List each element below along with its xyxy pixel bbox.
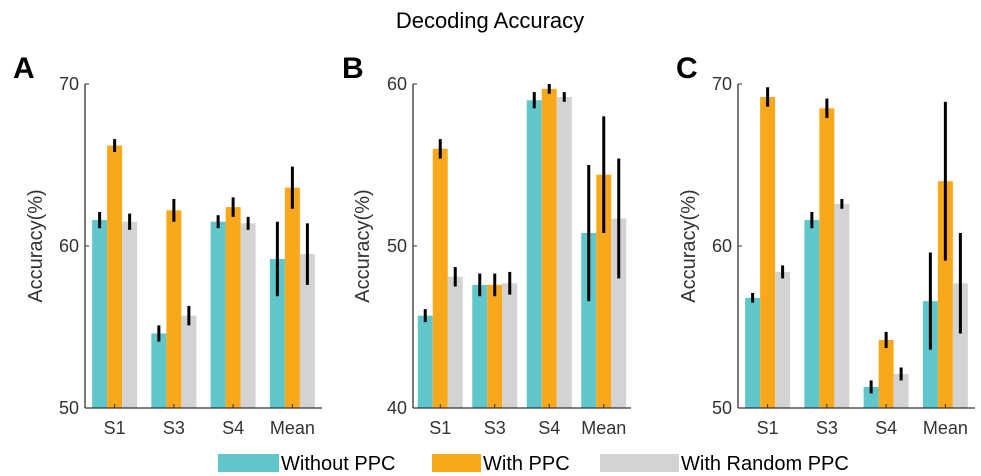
bar-s1-with-random-ppc	[447, 276, 463, 408]
bar-s4-with-ppc	[541, 88, 557, 409]
bar-s4-without-ppc	[210, 221, 226, 408]
y-tick-label: 60	[59, 236, 79, 256]
bar-s1-without-ppc	[745, 297, 761, 408]
bar-mean-without-ppc	[922, 301, 938, 408]
panel-a: A Accuracy(%) S1 S3 S4 Mean 50 60 70	[13, 52, 322, 438]
bar-s3-with-random-ppc	[502, 283, 518, 408]
bar-s1-with-ppc	[760, 96, 776, 409]
bar-s3-with-ppc	[819, 108, 835, 409]
bar-mean-with-ppc	[937, 181, 953, 408]
y-tick-label: 70	[712, 74, 732, 94]
bar-s1-with-ppc	[107, 145, 123, 408]
x-tick-label: S1	[757, 418, 779, 438]
legend-label-with-ppc: With PPC	[483, 453, 570, 475]
y-tick-label: 60	[387, 74, 407, 94]
bar-s4-with-random-ppc	[240, 223, 256, 408]
bar-s4-with-random-ppc	[893, 373, 909, 408]
bar-s3-without-ppc	[472, 284, 488, 408]
y-axis-label: Accuracy(%)	[352, 189, 374, 302]
x-tick-label: Mean	[270, 418, 315, 438]
y-tick-label: 60	[712, 236, 732, 256]
x-tick-label: S4	[222, 418, 244, 438]
bar-mean-without-ppc	[269, 258, 285, 408]
legend-swatch-with-ppc	[432, 454, 481, 472]
bar-mean-with-random-ppc	[952, 283, 968, 408]
bar-mean-with-ppc	[596, 174, 612, 408]
panel-letter: A	[13, 52, 35, 85]
bar-s1-with-ppc	[432, 148, 448, 409]
bar-s1-with-random-ppc	[122, 221, 138, 408]
bar-s3-with-random-ppc	[181, 315, 197, 408]
y-tick-label: 40	[387, 398, 407, 418]
y-axis-label: Accuracy(%)	[25, 189, 47, 302]
panel-c: C Accuracy(%) S1 S3 S4 Mean 50 60 70	[676, 52, 975, 438]
legend-swatch-without-ppc	[218, 454, 279, 472]
y-tick-label: 70	[59, 74, 79, 94]
bar-s3-with-random-ppc	[834, 203, 850, 408]
panel-letter: B	[342, 52, 364, 85]
bar-s3-with-ppc	[487, 284, 503, 408]
bar-s4-with-ppc	[878, 339, 894, 408]
bar-s3-without-ppc	[804, 220, 820, 408]
bar-mean-with-random-ppc	[299, 254, 315, 408]
x-tick-label: Mean	[923, 418, 968, 438]
y-tick-label: 50	[59, 398, 79, 418]
bar-mean-without-ppc	[581, 233, 597, 408]
bar-s4-with-ppc	[225, 207, 241, 408]
bar-s4-without-ppc	[863, 386, 879, 408]
chart-panels: A Accuracy(%) S1 S3 S4 Mean 50 60 70 B Accuracy(%)…	[13, 52, 975, 438]
legend-label-without-ppc: Without PPC	[281, 453, 395, 475]
x-tick-label: S3	[484, 418, 506, 438]
legend: Without PPC With PPC With Random PPC	[218, 453, 849, 475]
panel-letter: C	[676, 52, 698, 85]
panel-b: B Accuracy(%) S1 S3 S4 Mean 40 50 60	[342, 52, 631, 438]
x-tick-label: S3	[163, 418, 185, 438]
bar-s3-without-ppc	[151, 333, 167, 408]
bar-s3-with-ppc	[166, 210, 182, 408]
y-tick-label: 50	[387, 236, 407, 256]
x-tick-label: S1	[104, 418, 126, 438]
bar-s4-with-random-ppc	[556, 96, 572, 409]
figure-title: Decoding Accuracy	[396, 8, 584, 33]
x-tick-label: S4	[538, 418, 560, 438]
y-tick-label: 50	[712, 398, 732, 418]
bar-s1-with-random-ppc	[775, 271, 791, 408]
bar-s1-without-ppc	[92, 220, 108, 408]
x-tick-label: S3	[816, 418, 838, 438]
legend-label-with-random-ppc: With Random PPC	[681, 453, 849, 475]
legend-swatch-with-random-ppc	[600, 454, 679, 472]
bar-mean-with-random-ppc	[611, 218, 627, 408]
bar-mean-with-ppc	[284, 187, 300, 408]
bar-s1-without-ppc	[417, 315, 433, 408]
x-tick-label: S4	[875, 418, 897, 438]
y-axis-label: Accuracy(%)	[678, 189, 700, 302]
x-tick-label: Mean	[581, 418, 626, 438]
bar-s4-without-ppc	[526, 100, 542, 408]
x-tick-label: S1	[429, 418, 451, 438]
